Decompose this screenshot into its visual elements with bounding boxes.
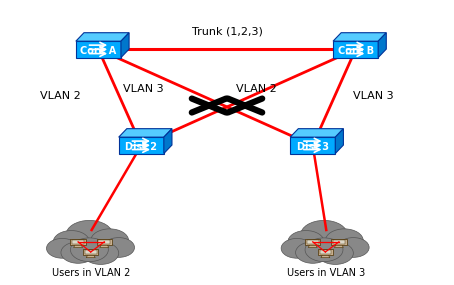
Polygon shape — [333, 41, 378, 58]
FancyBboxPatch shape — [97, 239, 112, 245]
FancyBboxPatch shape — [305, 239, 321, 245]
Polygon shape — [378, 33, 386, 58]
Circle shape — [70, 238, 109, 262]
Polygon shape — [290, 137, 336, 154]
Polygon shape — [335, 245, 343, 247]
Polygon shape — [76, 41, 121, 58]
Circle shape — [83, 242, 118, 264]
Circle shape — [326, 229, 363, 253]
Polygon shape — [118, 137, 164, 154]
Circle shape — [296, 242, 330, 263]
Circle shape — [66, 220, 113, 250]
Polygon shape — [333, 33, 386, 41]
Circle shape — [61, 242, 95, 263]
Text: Trunk (1,2,3): Trunk (1,2,3) — [192, 27, 262, 37]
Circle shape — [317, 242, 353, 264]
Polygon shape — [321, 255, 330, 258]
FancyBboxPatch shape — [331, 239, 346, 245]
Polygon shape — [308, 245, 317, 247]
FancyBboxPatch shape — [99, 240, 110, 244]
FancyBboxPatch shape — [70, 239, 86, 245]
Text: VLAN 2: VLAN 2 — [40, 91, 80, 101]
Circle shape — [281, 239, 313, 258]
Polygon shape — [290, 129, 343, 137]
Circle shape — [305, 238, 343, 262]
Polygon shape — [118, 129, 172, 137]
Polygon shape — [121, 33, 129, 58]
Polygon shape — [164, 129, 172, 154]
Circle shape — [288, 231, 324, 253]
FancyBboxPatch shape — [318, 249, 333, 255]
FancyBboxPatch shape — [85, 250, 97, 254]
Text: VLAN 2: VLAN 2 — [236, 84, 277, 94]
Text: Dist 2: Dist 2 — [125, 142, 157, 152]
Circle shape — [338, 238, 369, 257]
Circle shape — [301, 220, 347, 250]
Text: Core B: Core B — [337, 46, 374, 56]
Text: VLAN 3: VLAN 3 — [123, 84, 164, 94]
FancyBboxPatch shape — [320, 250, 331, 254]
Circle shape — [46, 239, 78, 258]
FancyBboxPatch shape — [333, 240, 345, 244]
Circle shape — [103, 238, 134, 257]
Text: VLAN 3: VLAN 3 — [353, 91, 394, 101]
Polygon shape — [76, 33, 129, 41]
Text: Users in VLAN 2: Users in VLAN 2 — [53, 268, 131, 278]
Circle shape — [53, 231, 89, 253]
FancyBboxPatch shape — [307, 240, 319, 244]
Polygon shape — [100, 245, 109, 247]
Polygon shape — [336, 129, 343, 154]
Text: Dist 3: Dist 3 — [297, 142, 329, 152]
FancyBboxPatch shape — [72, 240, 84, 244]
Circle shape — [91, 229, 128, 253]
Text: Users in VLAN 3: Users in VLAN 3 — [287, 268, 365, 278]
Polygon shape — [86, 255, 95, 258]
FancyBboxPatch shape — [83, 249, 99, 255]
Text: Core A: Core A — [80, 46, 117, 56]
Polygon shape — [74, 245, 83, 247]
